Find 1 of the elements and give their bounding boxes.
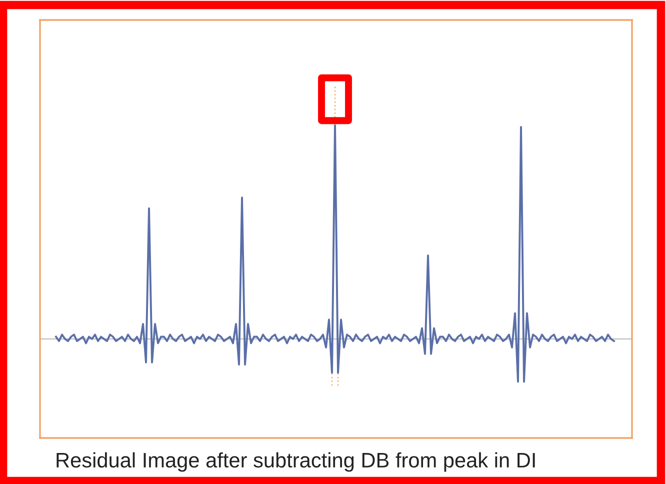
text: Residual Image after subtracting DB from peak in DI <box>56 452 535 472</box>
